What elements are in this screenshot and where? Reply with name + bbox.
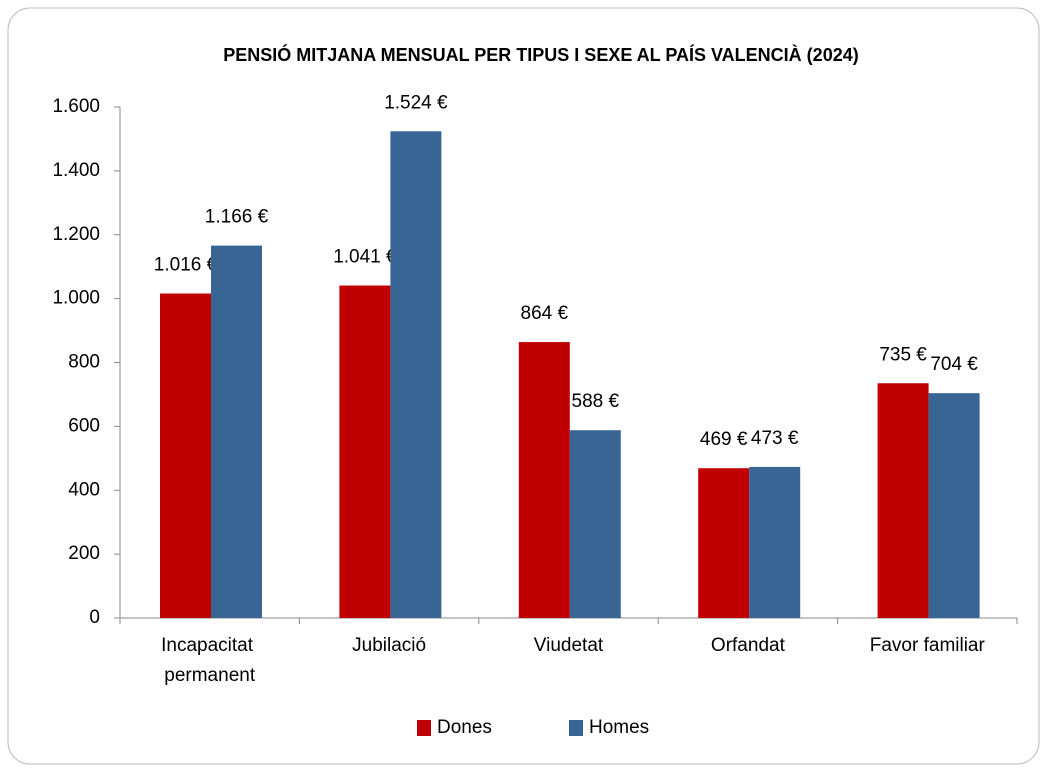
data-label: 864 € (521, 303, 569, 324)
chart-title: PENSIÓ MITJANA MENSUAL PER TIPUS I SEXE … (223, 44, 858, 65)
bar (160, 293, 211, 618)
bar (569, 430, 621, 618)
data-label: 473 € (751, 428, 799, 449)
x-tick-label: Viudetat (534, 635, 604, 656)
y-tick-label: 1.000 (52, 288, 100, 309)
x-tick-label: Jubilació (352, 635, 426, 656)
bar (749, 466, 801, 618)
y-tick-label: 1.400 (52, 160, 100, 181)
y-tick-label: 800 (68, 352, 100, 373)
data-label: 735 € (879, 344, 927, 365)
bar (698, 468, 750, 618)
bar (928, 393, 980, 618)
legend-label: Homes (589, 717, 649, 738)
x-tick-label: Incapacitat permanent (161, 635, 258, 686)
y-tick-label: 1.200 (52, 224, 100, 245)
data-label: 588 € (572, 391, 620, 412)
y-tick-label: 200 (68, 543, 100, 564)
data-label: 1.524 € (384, 92, 448, 113)
bar (518, 342, 570, 618)
x-tick-label: Orfandat (711, 635, 786, 656)
data-label: 469 € (700, 429, 748, 450)
bar (211, 245, 262, 618)
y-tick-label: 0 (89, 607, 100, 628)
y-tick-label: 1.600 (52, 96, 100, 117)
legend-swatch (569, 720, 583, 736)
bar (877, 383, 929, 618)
data-label: 1.166 € (205, 207, 269, 228)
data-label: 1.016 € (154, 255, 218, 276)
data-label: 704 € (930, 354, 978, 375)
legend-swatch (417, 720, 431, 736)
bar (390, 131, 442, 618)
legend-label: Dones (437, 717, 492, 738)
y-tick-label: 400 (68, 479, 100, 500)
x-tick-label: Favor familiar (870, 635, 986, 656)
y-tick-label: 600 (68, 415, 100, 436)
data-label: 1.041 € (333, 247, 397, 268)
bar (339, 285, 391, 618)
